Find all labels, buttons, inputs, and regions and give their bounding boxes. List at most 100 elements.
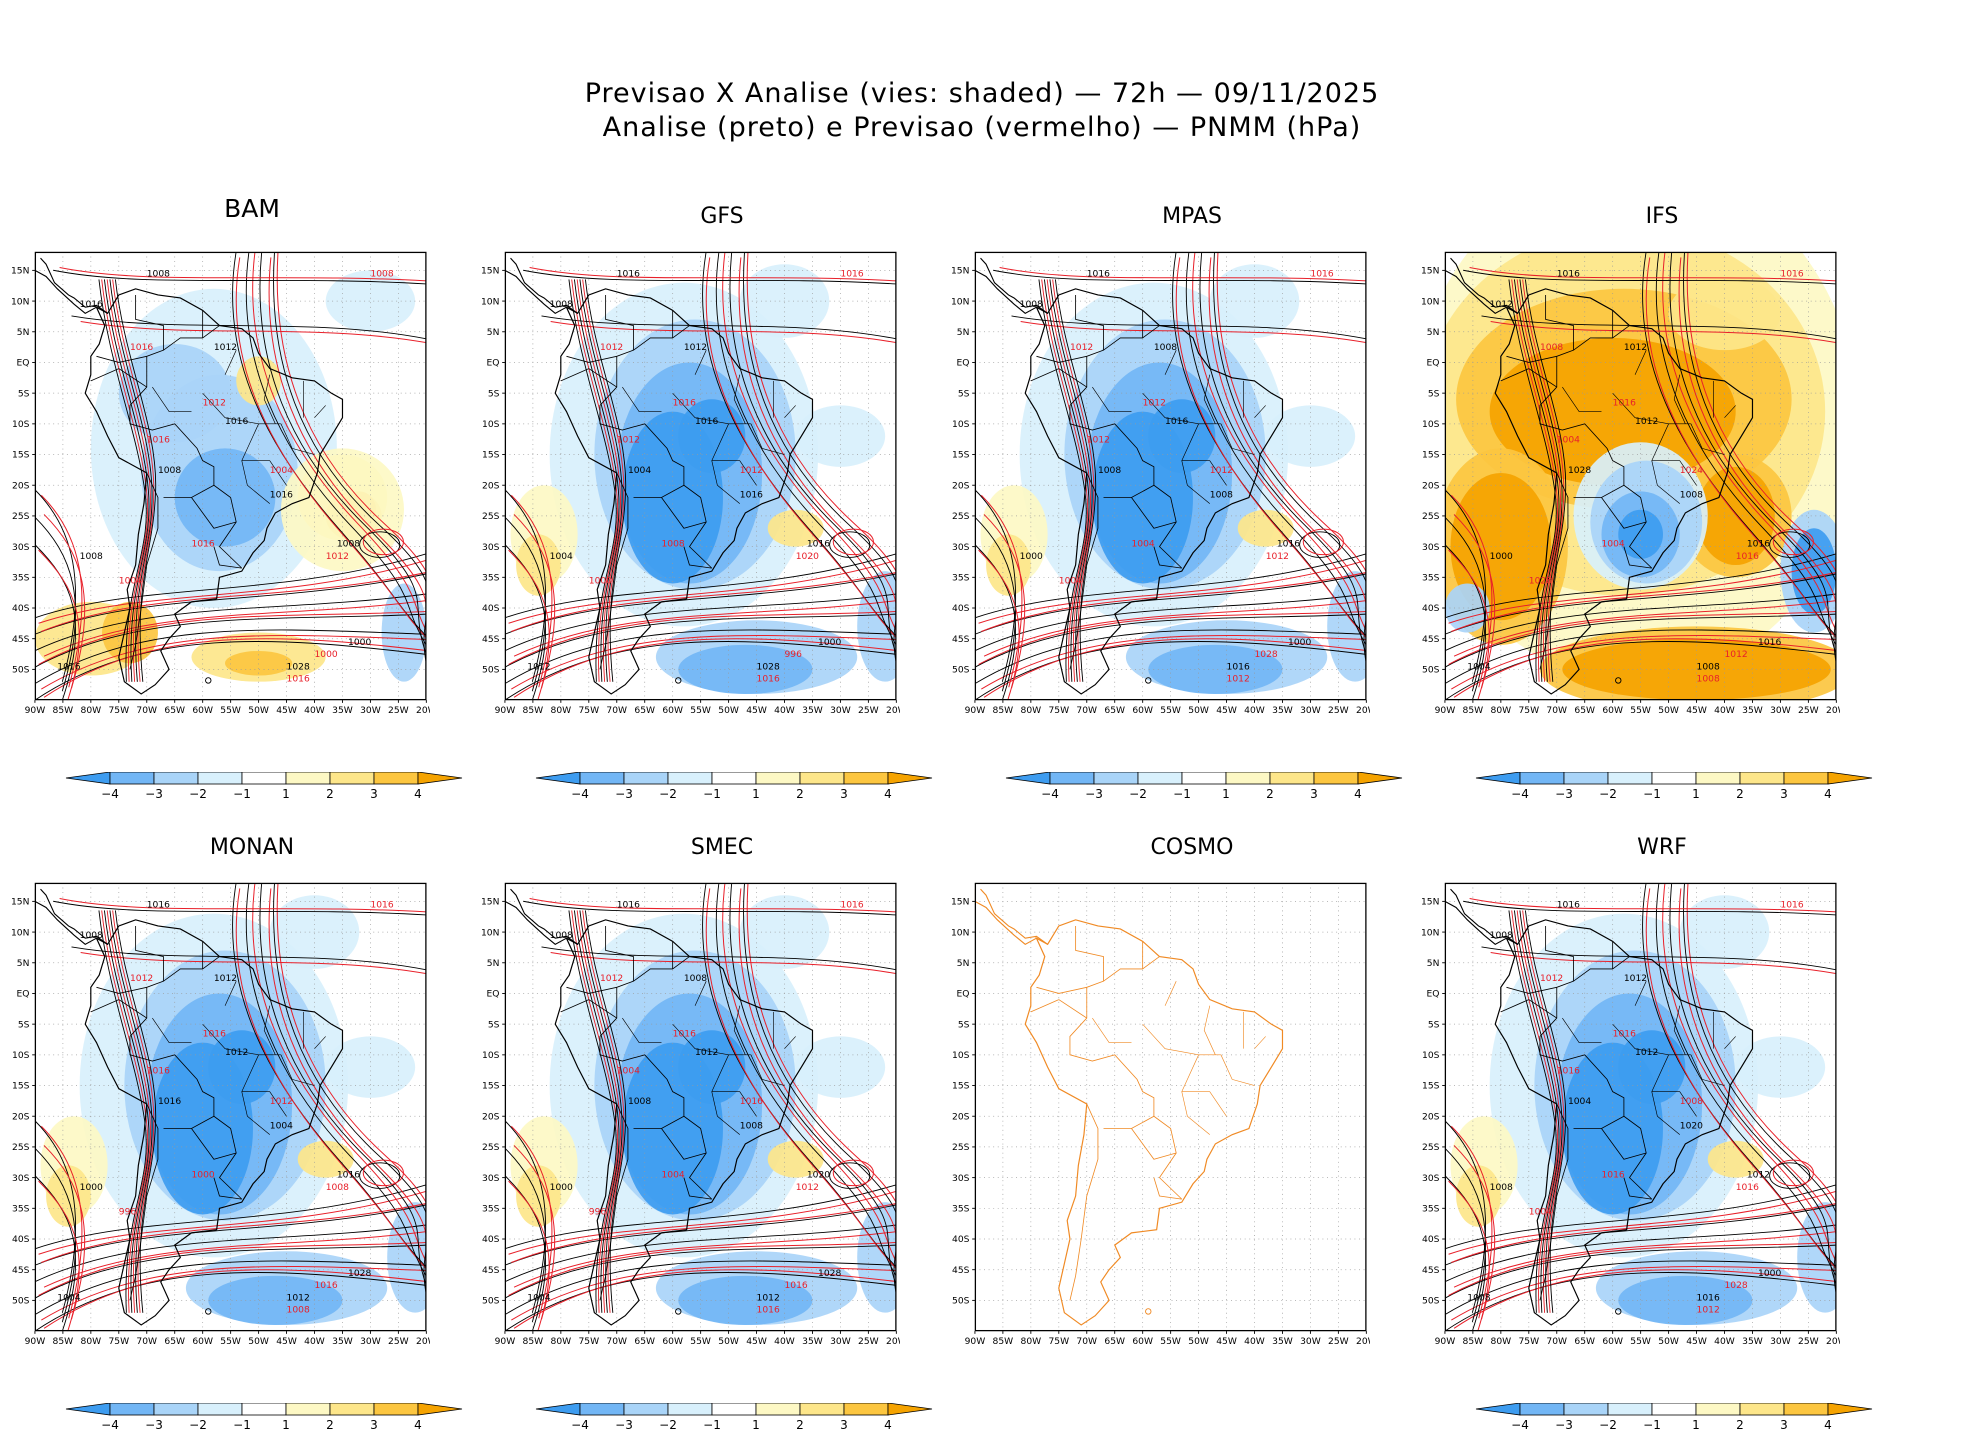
lon-tick-label: 20W (1356, 706, 1370, 716)
colorbar-segment (1739, 772, 1785, 785)
colorbar-segment (711, 772, 757, 785)
forecast-isobar (276, 251, 427, 574)
colorbar-segment (241, 1403, 287, 1416)
forecast-isobar (1451, 1265, 1837, 1321)
state-border (672, 1023, 751, 1056)
state-border (202, 1023, 281, 1056)
isobar-label: 1004 (1529, 1207, 1552, 1217)
falkland-islands (1145, 677, 1152, 684)
lon-tick-label: 85W (53, 706, 74, 716)
lon-tick-label: 55W (690, 1337, 711, 1347)
isobar-label: 1012 (1635, 417, 1658, 427)
forecast-isobar (746, 251, 897, 574)
analysis-isobar (1444, 573, 1837, 635)
country-border (1069, 472, 1099, 670)
lat-tick-label: 5N (1427, 959, 1440, 969)
isobar-label: 1004 (119, 576, 142, 586)
forecast-isobar (1216, 251, 1367, 574)
colorbar-segment (197, 1403, 243, 1416)
lon-tick-label: 70W (1076, 706, 1097, 716)
forecast-isobar (1192, 251, 1367, 632)
colorbar-segment (1181, 772, 1227, 785)
isobar-label: 1016 (270, 491, 293, 501)
colorbar-segment (285, 772, 331, 785)
lat-tick-label: 30S (1422, 543, 1440, 553)
state-border (717, 485, 740, 504)
lat-tick-label: 10S (482, 1051, 500, 1061)
country-border (588, 999, 617, 1019)
forecast-isobar (1448, 611, 1837, 665)
state-border (280, 1054, 315, 1086)
lat-tick-label: 5S (958, 389, 970, 399)
falkland-islands (205, 677, 212, 684)
forecast-isobar (513, 514, 556, 689)
country-border (213, 546, 242, 569)
lat-tick-label: 30S (12, 1174, 30, 1184)
colorbar-tick-label: −4 (1041, 787, 1059, 801)
forecast-isobar (550, 320, 897, 344)
lon-tick-label: 90W (1435, 706, 1456, 716)
analysis-isobar (1444, 593, 1837, 652)
lat-tick-label: 25S (12, 1143, 30, 1153)
isobar-label: 1012 (1490, 300, 1513, 310)
state-border (1673, 374, 1686, 424)
state-border (1220, 1054, 1255, 1086)
lon-tick-label: 20W (886, 1337, 900, 1347)
andes-contour (103, 910, 150, 1313)
forecast-isobar (40, 494, 83, 688)
isobar-label: 1016 (1557, 270, 1580, 280)
state-border (1181, 460, 1227, 486)
lat-tick-label: EQ (956, 990, 969, 1000)
country-border (129, 472, 159, 670)
analysis-isobar (34, 1244, 427, 1299)
andes-contour (106, 910, 151, 1313)
colorbar-tick-label: 3 (840, 1418, 848, 1432)
isobar-label: 1016 (1557, 1066, 1580, 1076)
analysis-isobar (1769, 1162, 1811, 1189)
country-border (1545, 925, 1574, 982)
lat-tick-label: 45S (952, 1266, 970, 1276)
forecast-isobar (1686, 882, 1837, 1205)
isobar-label: 1012 (1624, 343, 1647, 353)
analysis-isobar (1655, 251, 1837, 646)
lon-tick-label: 65W (164, 1337, 185, 1347)
lon-tick-label: 35W (1742, 1337, 1763, 1347)
isobar-label: 1008 (1098, 466, 1121, 476)
state-border (1690, 423, 1725, 455)
figure-title-line2: Analise (preto) e Previsao (vermelho) — … (602, 112, 1362, 143)
country-border (118, 999, 147, 1019)
isobar-label: 1008 (337, 540, 360, 550)
isobar-label: 1028 (1255, 650, 1278, 660)
colorbar-tick-label: 3 (370, 787, 378, 801)
lon-tick-label: 70W (136, 1337, 157, 1347)
forecast-isobar (510, 494, 553, 688)
country-border (661, 497, 707, 529)
analysis-isobar (1463, 900, 1837, 916)
country-border (118, 368, 147, 388)
coastline (510, 888, 578, 945)
analysis-isobar (1481, 315, 1837, 340)
lon-tick-label: 65W (1574, 1337, 1595, 1347)
country-border (1506, 355, 1557, 363)
bias-shading (767, 509, 824, 547)
lat-tick-label: 5N (487, 959, 500, 969)
state-border (1562, 386, 1602, 412)
state-border (711, 460, 757, 486)
analysis-isobar (1444, 1184, 1837, 1250)
forecast-isobar (513, 1269, 897, 1329)
isobar-label: 1004 (1568, 1097, 1591, 1107)
analysis-isobar (34, 573, 427, 635)
forecast-isobar (1469, 267, 1837, 282)
colorbar-segment (755, 1403, 801, 1416)
country-border (566, 355, 617, 363)
analysis-isobar (245, 882, 427, 1277)
lat-tick-label: 25S (1422, 1143, 1440, 1153)
colorbar-segment (197, 772, 243, 785)
colorbar-segment (1093, 772, 1139, 785)
forecast-isobar (43, 1231, 427, 1288)
lon-tick-label: 75W (1048, 706, 1069, 716)
country-border (213, 1177, 242, 1200)
andes-contour (1513, 910, 1560, 1313)
lat-tick-label: 35S (1422, 574, 1440, 584)
isobar-label: 1008 (80, 552, 103, 562)
